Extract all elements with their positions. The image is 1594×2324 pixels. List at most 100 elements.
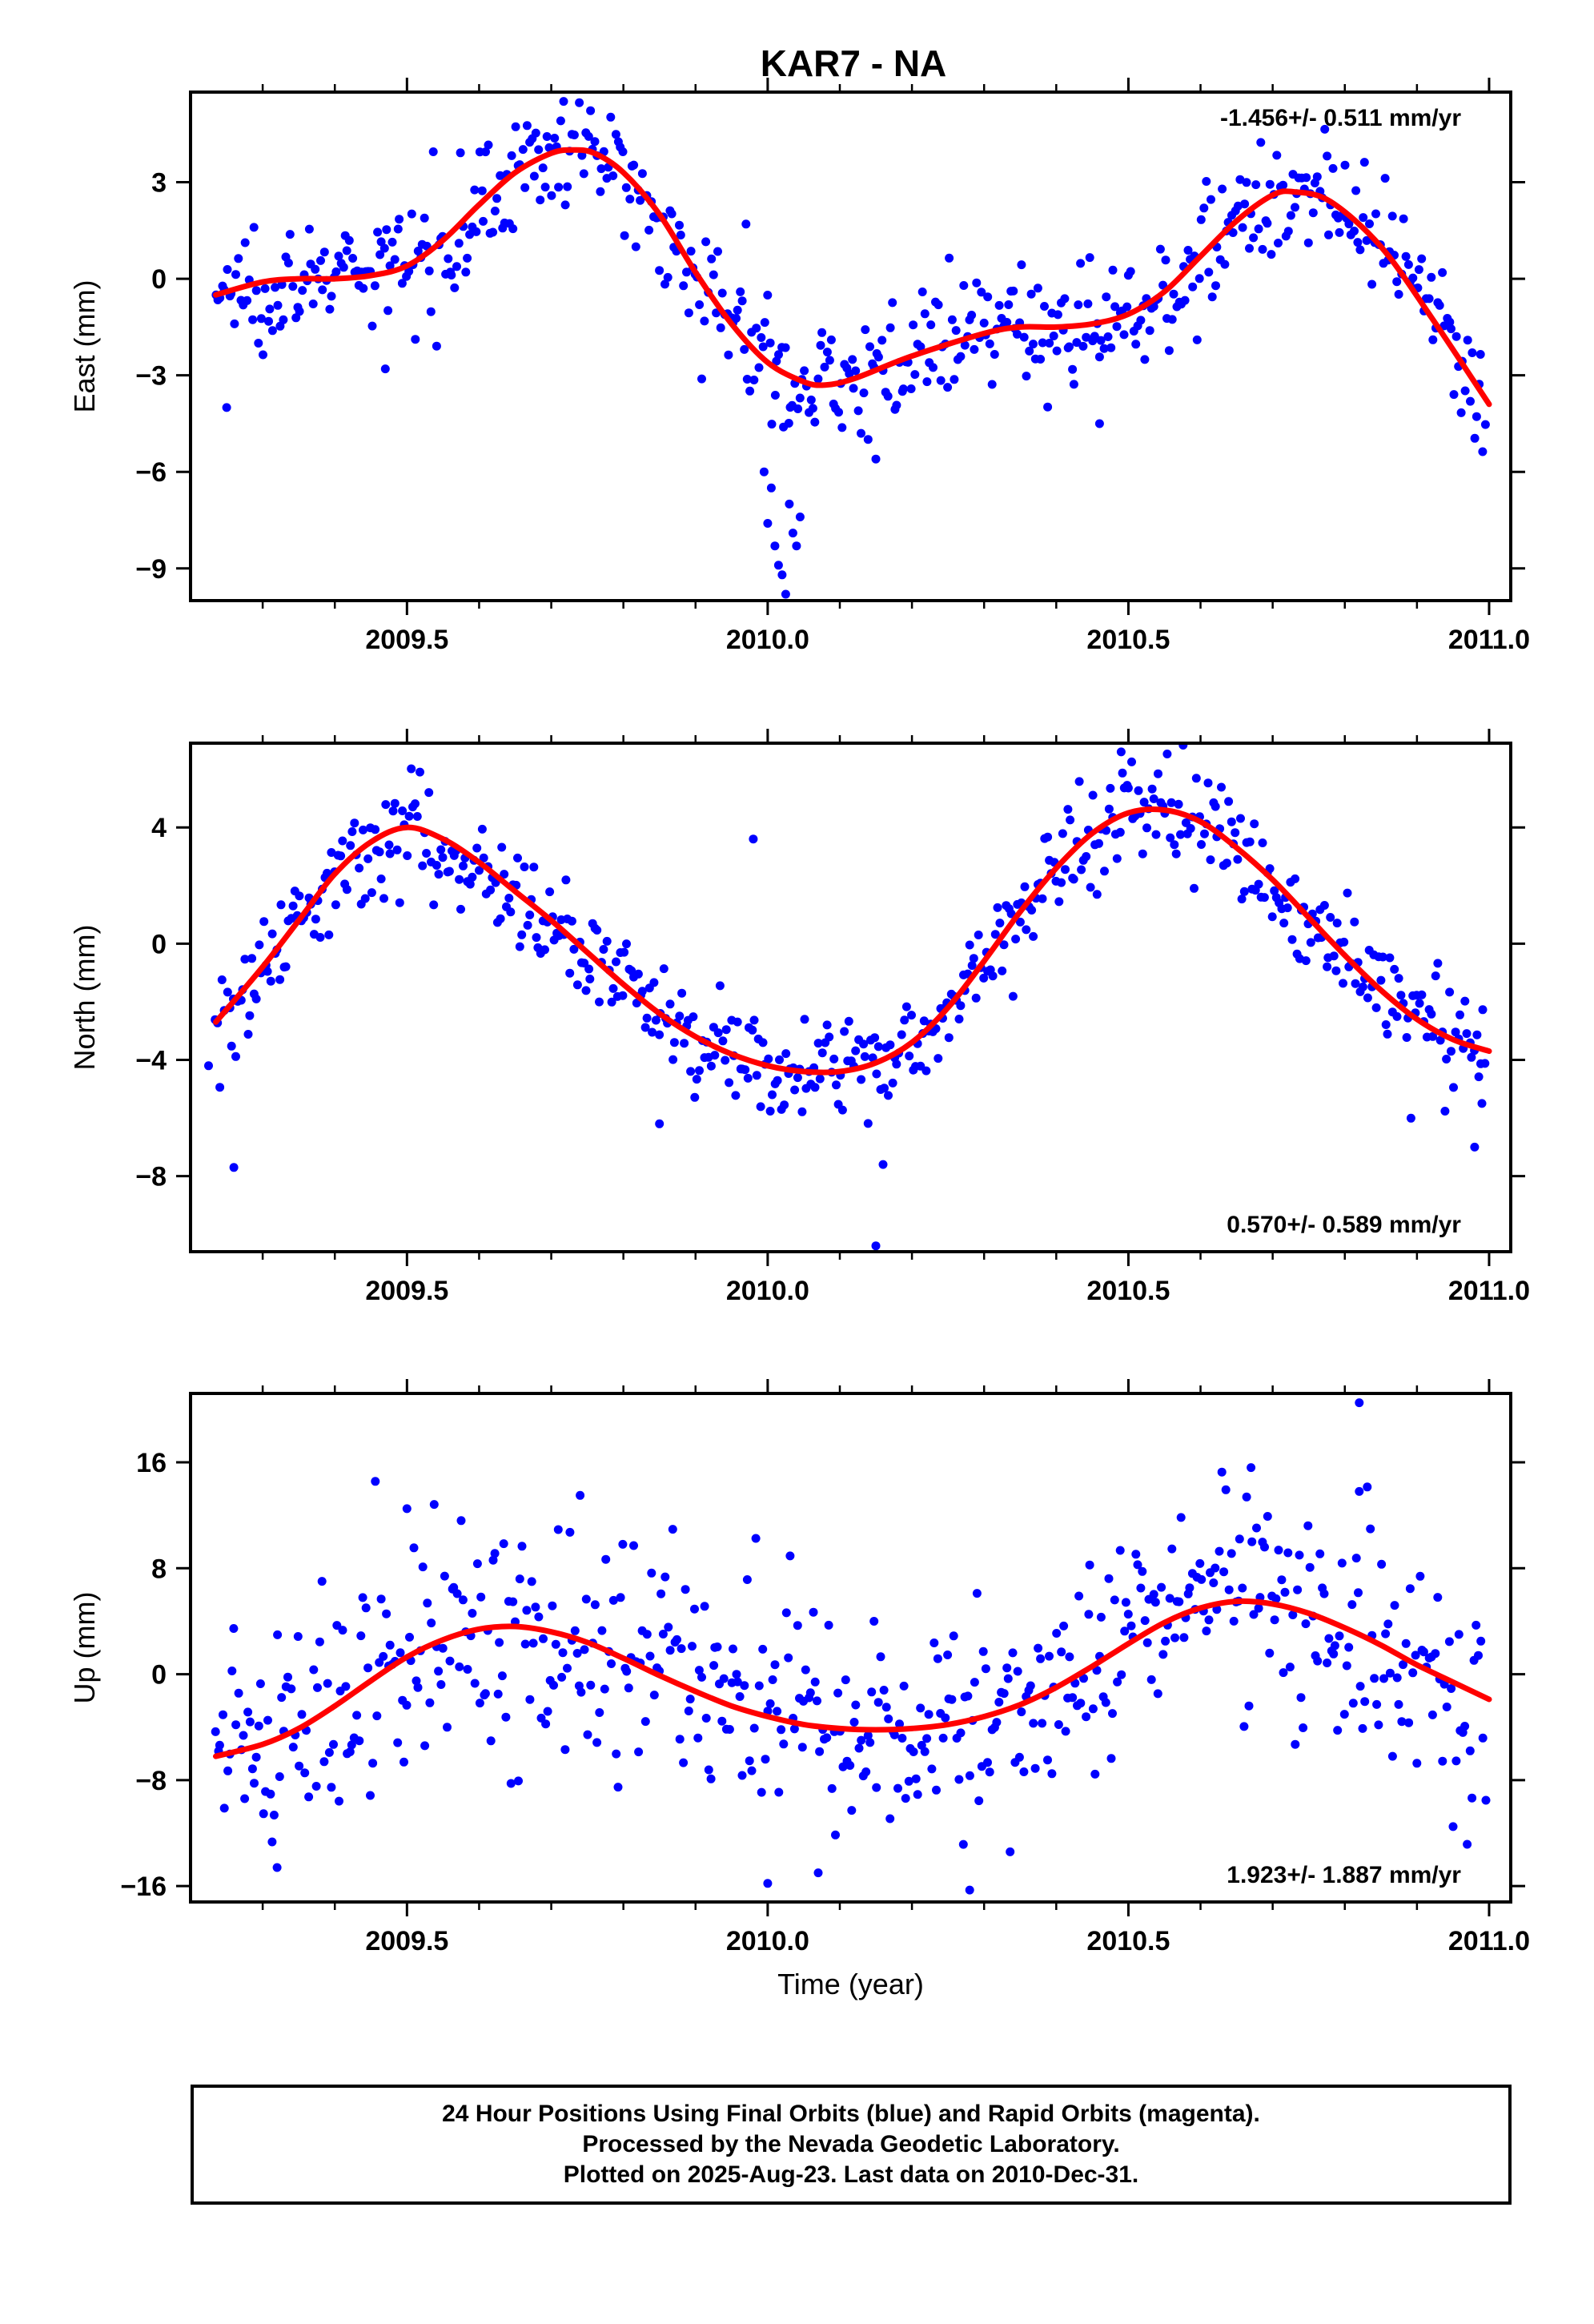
north-point [1222,858,1231,868]
up-point [1271,1594,1281,1603]
north-point [388,806,398,816]
east-point [1052,346,1062,356]
north-point [1394,974,1403,983]
north-point [815,1074,825,1084]
east-ytick-label: 3 [151,168,167,199]
up-point [981,1664,990,1674]
east-point [492,194,502,203]
north-point [965,940,974,950]
up-point [1061,1727,1070,1736]
up-point [1354,1588,1363,1598]
east-point [461,267,471,277]
north-point [375,847,384,857]
up-point [1204,1615,1214,1625]
up-point [445,1656,455,1666]
north-point [1254,879,1263,889]
north-point [1171,849,1181,858]
east-point [849,384,858,393]
up-point [1288,1610,1298,1619]
north-point [1147,784,1157,794]
north-outlier-point [871,1241,881,1251]
up-point [476,1592,486,1602]
north-xtick-label: 2011.0 [1448,1276,1530,1306]
up-point [1274,1546,1283,1555]
up-point [223,1766,233,1775]
up-point [642,1630,652,1639]
east-point [909,320,918,330]
up-point [927,1764,937,1774]
up-outlier-point [402,1504,412,1514]
north-point [764,1054,773,1063]
east-point [1207,195,1215,204]
north-point [424,788,434,798]
east-point [1472,412,1481,421]
east-point [679,281,689,291]
up-point [434,1667,444,1676]
up-point [534,1612,544,1622]
east-point [1161,255,1170,265]
east-point [1060,294,1070,304]
east-point [1002,318,1012,327]
up-point [1082,1712,1091,1722]
up-point [263,1715,272,1725]
north-point [1291,874,1300,883]
north-point [412,812,422,821]
up-point [1157,1582,1166,1592]
east-point [826,335,836,344]
up-point [1313,1656,1323,1666]
north-point [844,1016,853,1026]
east-point [1072,338,1082,348]
north-point [880,1084,889,1093]
east-point [375,250,385,259]
up-point [841,1675,850,1685]
up-point [1043,1755,1052,1765]
east-point [234,254,243,263]
up-point [472,1559,482,1569]
up-point [947,1695,957,1704]
east-point [267,326,277,336]
up-xtick-label: 2010.0 [726,1926,809,1956]
up-point [1227,1549,1236,1558]
up-point [1465,1746,1475,1755]
up-outlier-point [272,1863,282,1872]
east-point [1249,233,1259,243]
north-point [477,824,487,834]
north-point [1451,1027,1460,1037]
east-point [1106,343,1116,352]
north-point [768,1090,777,1100]
east-point [251,286,261,296]
north-point [295,891,304,901]
up-point [797,1743,807,1752]
north-point [956,1001,966,1011]
north-point [633,969,643,979]
up-point [341,1682,351,1691]
up-point [1433,1593,1443,1602]
east-point [620,231,629,240]
east-point [1245,243,1254,253]
east-point [1308,208,1318,218]
north-point [540,945,549,955]
up-point [211,1727,220,1736]
east-point [960,340,970,350]
east-point [934,300,943,310]
north-outlier-point [204,1061,213,1071]
east-point [1131,340,1141,349]
up-point [1121,1598,1130,1607]
up-point [1195,1558,1205,1568]
north-point [367,888,376,898]
up-point [1335,1631,1344,1641]
up-point [616,1593,625,1602]
up-point [1079,1674,1088,1683]
up-point [580,1645,589,1655]
up-point [1084,1610,1094,1619]
up-point [895,1719,904,1729]
north-point [1008,991,1018,1001]
up-point [508,1597,518,1606]
north-point [655,1030,665,1039]
up-point [385,1640,395,1650]
east-point [742,375,752,384]
north-point [1061,865,1070,875]
east-point [713,247,722,256]
east-point [1401,251,1411,261]
